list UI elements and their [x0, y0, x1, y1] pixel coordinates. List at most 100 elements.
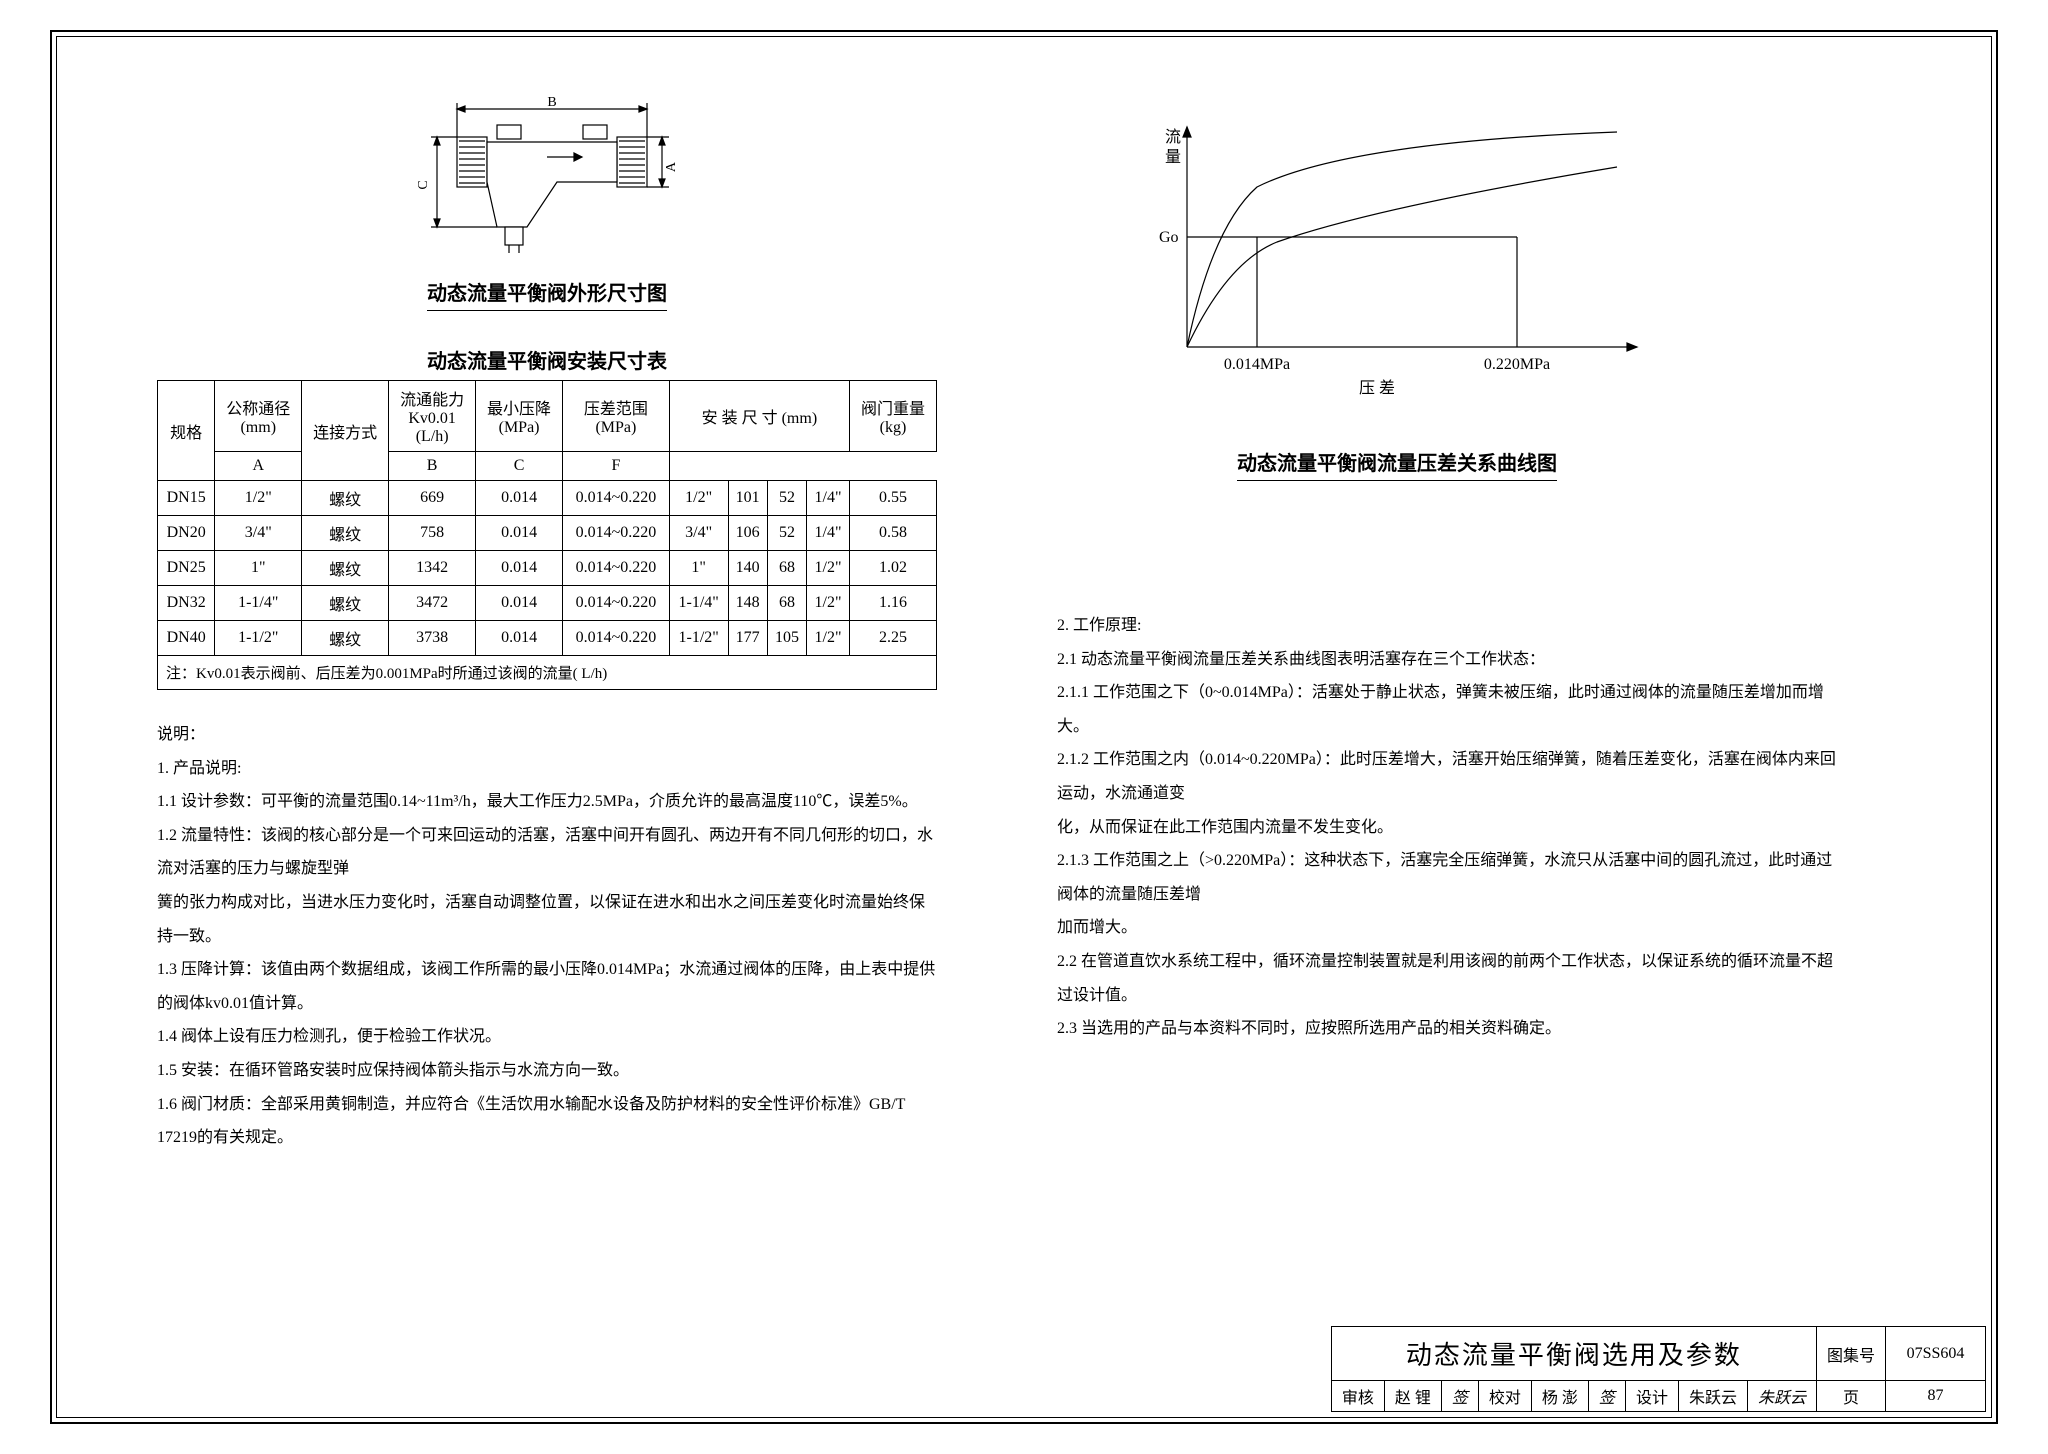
- table-cell: 140: [728, 551, 767, 586]
- table-cell: 0.014~0.220: [563, 586, 670, 621]
- note-1-1: 1.1 设计参数：可平衡的流量范围0.14~11m³/h，最大工作压力2.5MP…: [157, 785, 937, 819]
- notes-right: 2. 工作原理: 2.1 动态流量平衡阀流量压差关系曲线图表明活塞存在三个工作状…: [1057, 609, 1837, 1046]
- table-cell: 1/2": [215, 481, 302, 516]
- dim-a-label: A: [664, 161, 679, 172]
- table-note: 注：Kv0.01表示阀前、后压差为0.001MPa时所通过该阀的流量( L/h): [157, 656, 937, 690]
- table-cell: 1/2": [669, 481, 728, 516]
- svg-text:0.014MPa: 0.014MPa: [1224, 356, 1290, 373]
- tb-set-label: 图集号: [1816, 1327, 1885, 1381]
- th-dims: 安 装 尺 寸 (mm): [669, 381, 849, 452]
- table-row: DN251"螺纹13420.0140.014~0.2201"140681/2"1…: [158, 551, 937, 586]
- table-cell: 螺纹: [302, 481, 389, 516]
- spec-table: 规格 公称通径(mm) 连接方式 流通能力Kv0.01(L/h) 最小压降(MP…: [157, 380, 937, 656]
- table-cell: DN40: [158, 621, 215, 656]
- note-1: 1. 产品说明:: [157, 752, 937, 786]
- th-dn: 公称通径(mm): [215, 381, 302, 452]
- table-cell: 1-1/4": [669, 586, 728, 621]
- table-cell: 0.014~0.220: [563, 551, 670, 586]
- note-2-1-2: 2.1.2 工作范围之内（0.014~0.220MPa）：此时压差增大，活塞开始…: [1057, 743, 1837, 810]
- table-cell: DN15: [158, 481, 215, 516]
- spec-table-title: 动态流量平衡阀安装尺寸表: [427, 351, 667, 373]
- table-cell: 0.014~0.220: [563, 516, 670, 551]
- table-cell: 1/2": [807, 586, 850, 621]
- note-2-1: 2.1 动态流量平衡阀流量压差关系曲线图表明活塞存在三个工作状态：: [1057, 643, 1837, 677]
- tb-check-label: 校对: [1478, 1381, 1531, 1412]
- table-cell: 1": [669, 551, 728, 586]
- table-cell: 52: [767, 481, 806, 516]
- th-kv: 流通能力Kv0.01(L/h): [389, 381, 476, 452]
- table-cell: 106: [728, 516, 767, 551]
- table-cell: 669: [389, 481, 476, 516]
- flow-pressure-chart: 流 量 Go 0: [1117, 107, 1677, 499]
- notes-heading: 说明：: [157, 718, 937, 752]
- table-cell: 1/4": [807, 516, 850, 551]
- table-cell: 3472: [389, 586, 476, 621]
- table-cell: 3/4": [669, 516, 728, 551]
- table-cell: 1-1/4": [215, 586, 302, 621]
- tb-check-sig: 签: [1588, 1381, 1625, 1412]
- chart-caption: 动态流量平衡阀流量压差关系曲线图: [1237, 447, 1557, 481]
- table-cell: DN32: [158, 586, 215, 621]
- tb-review-name: 赵 锂: [1384, 1381, 1441, 1412]
- th-conn: 连接方式: [302, 381, 389, 481]
- note-2-1-3: 2.1.3 工作范围之上（>0.220MPa）：这种状态下，活塞完全压缩弹簧，水…: [1057, 844, 1837, 911]
- table-cell: 1-1/2": [669, 621, 728, 656]
- table-cell: 1.16: [849, 586, 936, 621]
- th-a: A: [215, 452, 302, 481]
- table-row: DN151/2"螺纹6690.0140.014~0.2201/2"101521/…: [158, 481, 937, 516]
- tb-design-sig: 朱跃云: [1747, 1381, 1816, 1412]
- dim-b-label: B: [547, 97, 556, 110]
- note-1-3: 1.3 压降计算：该值由两个数据组成，该阀工作所需的最小压降0.014MPa；水…: [157, 953, 937, 1020]
- tb-check-name: 杨 澎: [1531, 1381, 1588, 1412]
- table-cell: 0.014: [476, 586, 563, 621]
- valve-diagram-caption: 动态流量平衡阀外形尺寸图: [427, 277, 667, 311]
- note-2: 2. 工作原理:: [1057, 609, 1837, 643]
- table-cell: 1/4": [807, 481, 850, 516]
- th-prange: 压差范围(MPa): [563, 381, 670, 452]
- table-cell: 0.014: [476, 551, 563, 586]
- note-1-4: 1.4 阀体上设有压力检测孔，便于检验工作状况。: [157, 1020, 937, 1054]
- tb-review-sig: 签: [1441, 1381, 1478, 1412]
- table-row: DN401-1/2"螺纹37380.0140.014~0.2201-1/2"17…: [158, 621, 937, 656]
- note-1-6: 1.6 阀门材质：全部采用黄铜制造，并应符合《生活饮用水输配水设备及防护材料的安…: [157, 1088, 937, 1155]
- valve-outline-diagram: B: [397, 97, 697, 257]
- table-row: DN203/4"螺纹7580.0140.014~0.2203/4"106521/…: [158, 516, 937, 551]
- note-1-2b: 簧的张力构成对比，当进水压力变化时，活塞自动调整位置，以保证在进水和出水之间压差…: [157, 886, 937, 953]
- tb-set-no: 07SS604: [1886, 1327, 1986, 1381]
- right-column: 流 量 Go 0: [1057, 77, 1837, 1046]
- tb-page-label: 页: [1816, 1381, 1885, 1412]
- svg-text:流: 流: [1165, 128, 1181, 146]
- table-cell: 105: [767, 621, 806, 656]
- table-cell: 螺纹: [302, 586, 389, 621]
- table-cell: 52: [767, 516, 806, 551]
- content-area: B: [157, 77, 1931, 1297]
- note-2-3: 2.3 当选用的产品与本资料不同时，应按照所选用产品的相关资料确定。: [1057, 1012, 1837, 1046]
- table-cell: 148: [728, 586, 767, 621]
- table-cell: 3/4": [215, 516, 302, 551]
- table-cell: 0.014~0.220: [563, 481, 670, 516]
- table-cell: 1-1/2": [215, 621, 302, 656]
- table-cell: 0.014: [476, 481, 563, 516]
- note-1-5: 1.5 安装：在循环管路安装时应保持阀体箭头指示与水流方向一致。: [157, 1054, 937, 1088]
- notes-left: 说明： 1. 产品说明: 1.1 设计参数：可平衡的流量范围0.14~11m³/…: [157, 718, 937, 1155]
- table-cell: DN20: [158, 516, 215, 551]
- tb-design-label: 设计: [1625, 1381, 1678, 1412]
- table-cell: 1/2": [807, 551, 850, 586]
- table-cell: 2.25: [849, 621, 936, 656]
- table-cell: 1.02: [849, 551, 936, 586]
- table-cell: 177: [728, 621, 767, 656]
- note-2-1-1: 2.1.1 工作范围之下（0~0.014MPa）：活塞处于静止状态，弹簧未被压缩…: [1057, 676, 1837, 743]
- tb-design-name: 朱跃云: [1678, 1381, 1747, 1412]
- svg-text:压 差: 压 差: [1359, 379, 1395, 397]
- drawing-outer-frame: B: [50, 30, 1998, 1424]
- note-2-1-3b: 加而增大。: [1057, 911, 1837, 945]
- table-cell: 螺纹: [302, 621, 389, 656]
- table-cell: 3738: [389, 621, 476, 656]
- note-1-2: 1.2 流量特性：该阀的核心部分是一个可来回运动的活塞，活塞中间开有圆孔、两边开…: [157, 819, 937, 886]
- table-cell: 68: [767, 586, 806, 621]
- table-cell: 0.55: [849, 481, 936, 516]
- th-wt: 阀门重量(kg): [849, 381, 936, 452]
- tb-page-no: 87: [1886, 1381, 1986, 1412]
- svg-text:Go: Go: [1159, 229, 1179, 246]
- table-cell: 1": [215, 551, 302, 586]
